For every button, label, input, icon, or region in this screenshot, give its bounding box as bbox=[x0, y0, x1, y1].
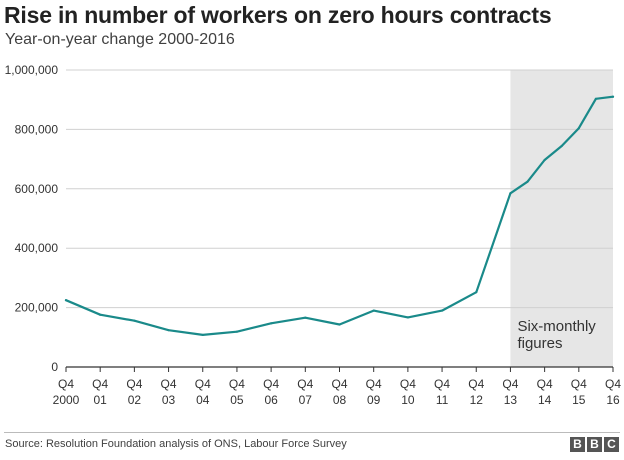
x-tick-label: Q4 04 bbox=[195, 377, 211, 407]
data-point bbox=[133, 319, 136, 322]
data-point bbox=[270, 322, 273, 325]
data-point bbox=[440, 309, 444, 312]
x-tick-label: Q4 2000 bbox=[53, 377, 80, 407]
data-point bbox=[611, 95, 615, 98]
data-point bbox=[201, 333, 204, 337]
x-tick-label: Q4 16 bbox=[605, 377, 621, 407]
data-point bbox=[526, 180, 529, 183]
y-tick-label: 1,000,000 bbox=[5, 63, 59, 77]
data-point bbox=[304, 316, 307, 319]
data-point bbox=[64, 299, 68, 302]
shaded-region bbox=[510, 70, 613, 367]
data-point bbox=[372, 309, 375, 312]
x-tick-label: Q4 14 bbox=[537, 377, 553, 407]
data-point bbox=[99, 313, 102, 316]
data-point bbox=[560, 144, 563, 148]
source-note: Source: Resolution Foundation analysis o… bbox=[5, 438, 347, 450]
data-point bbox=[338, 323, 341, 326]
y-tick-label: 600,000 bbox=[15, 182, 59, 196]
x-tick-label: Q4 07 bbox=[297, 377, 313, 407]
shaded-region-label: Six-monthly figures bbox=[517, 318, 596, 352]
y-tick-label: 200,000 bbox=[15, 301, 59, 315]
x-tick-label: Q4 06 bbox=[263, 377, 279, 407]
line-chart: 0 200,000 400,000 600,000 800,000 1,000,000 Q4… bbox=[5, 63, 622, 407]
data-point bbox=[509, 192, 512, 195]
x-tick-label: Q4 02 bbox=[126, 377, 142, 407]
x-tick-label: Q4 13 bbox=[502, 377, 518, 407]
data-point bbox=[543, 158, 546, 162]
x-tick-label: Q4 11 bbox=[434, 377, 450, 407]
chart-subtitle: Year-on-year change 2000-2016 bbox=[5, 31, 235, 48]
y-tick-label: 800,000 bbox=[15, 122, 59, 136]
x-tick-label: Q4 12 bbox=[468, 377, 484, 407]
chart-title: Rise in number of workers on zero hours … bbox=[4, 2, 552, 28]
y-tick-label: 0 bbox=[51, 360, 58, 374]
data-point bbox=[594, 97, 598, 100]
data-point bbox=[235, 330, 239, 333]
bbc-logo-letter: B bbox=[570, 437, 585, 452]
bbc-logo-letter: B bbox=[587, 437, 602, 452]
x-tick-label: Q4 10 bbox=[400, 377, 416, 407]
data-point bbox=[577, 127, 580, 130]
footer-divider bbox=[4, 432, 620, 433]
series-line bbox=[64, 95, 615, 336]
x-tick-label: Q4 01 bbox=[92, 377, 108, 407]
x-tick-label: Q4 03 bbox=[161, 377, 177, 407]
y-tick-label: 400,000 bbox=[15, 241, 59, 255]
data-point bbox=[475, 291, 478, 294]
bbc-logo-letter: C bbox=[604, 437, 619, 452]
x-tick-label: Q4 05 bbox=[229, 377, 245, 407]
x-tick-label: Q4 15 bbox=[571, 377, 587, 407]
data-point bbox=[406, 316, 409, 319]
x-tick-label: Q4 08 bbox=[331, 377, 347, 407]
data-point bbox=[167, 329, 170, 332]
bbc-logo: B B C bbox=[570, 437, 619, 452]
x-tick-label: Q4 09 bbox=[366, 377, 382, 407]
